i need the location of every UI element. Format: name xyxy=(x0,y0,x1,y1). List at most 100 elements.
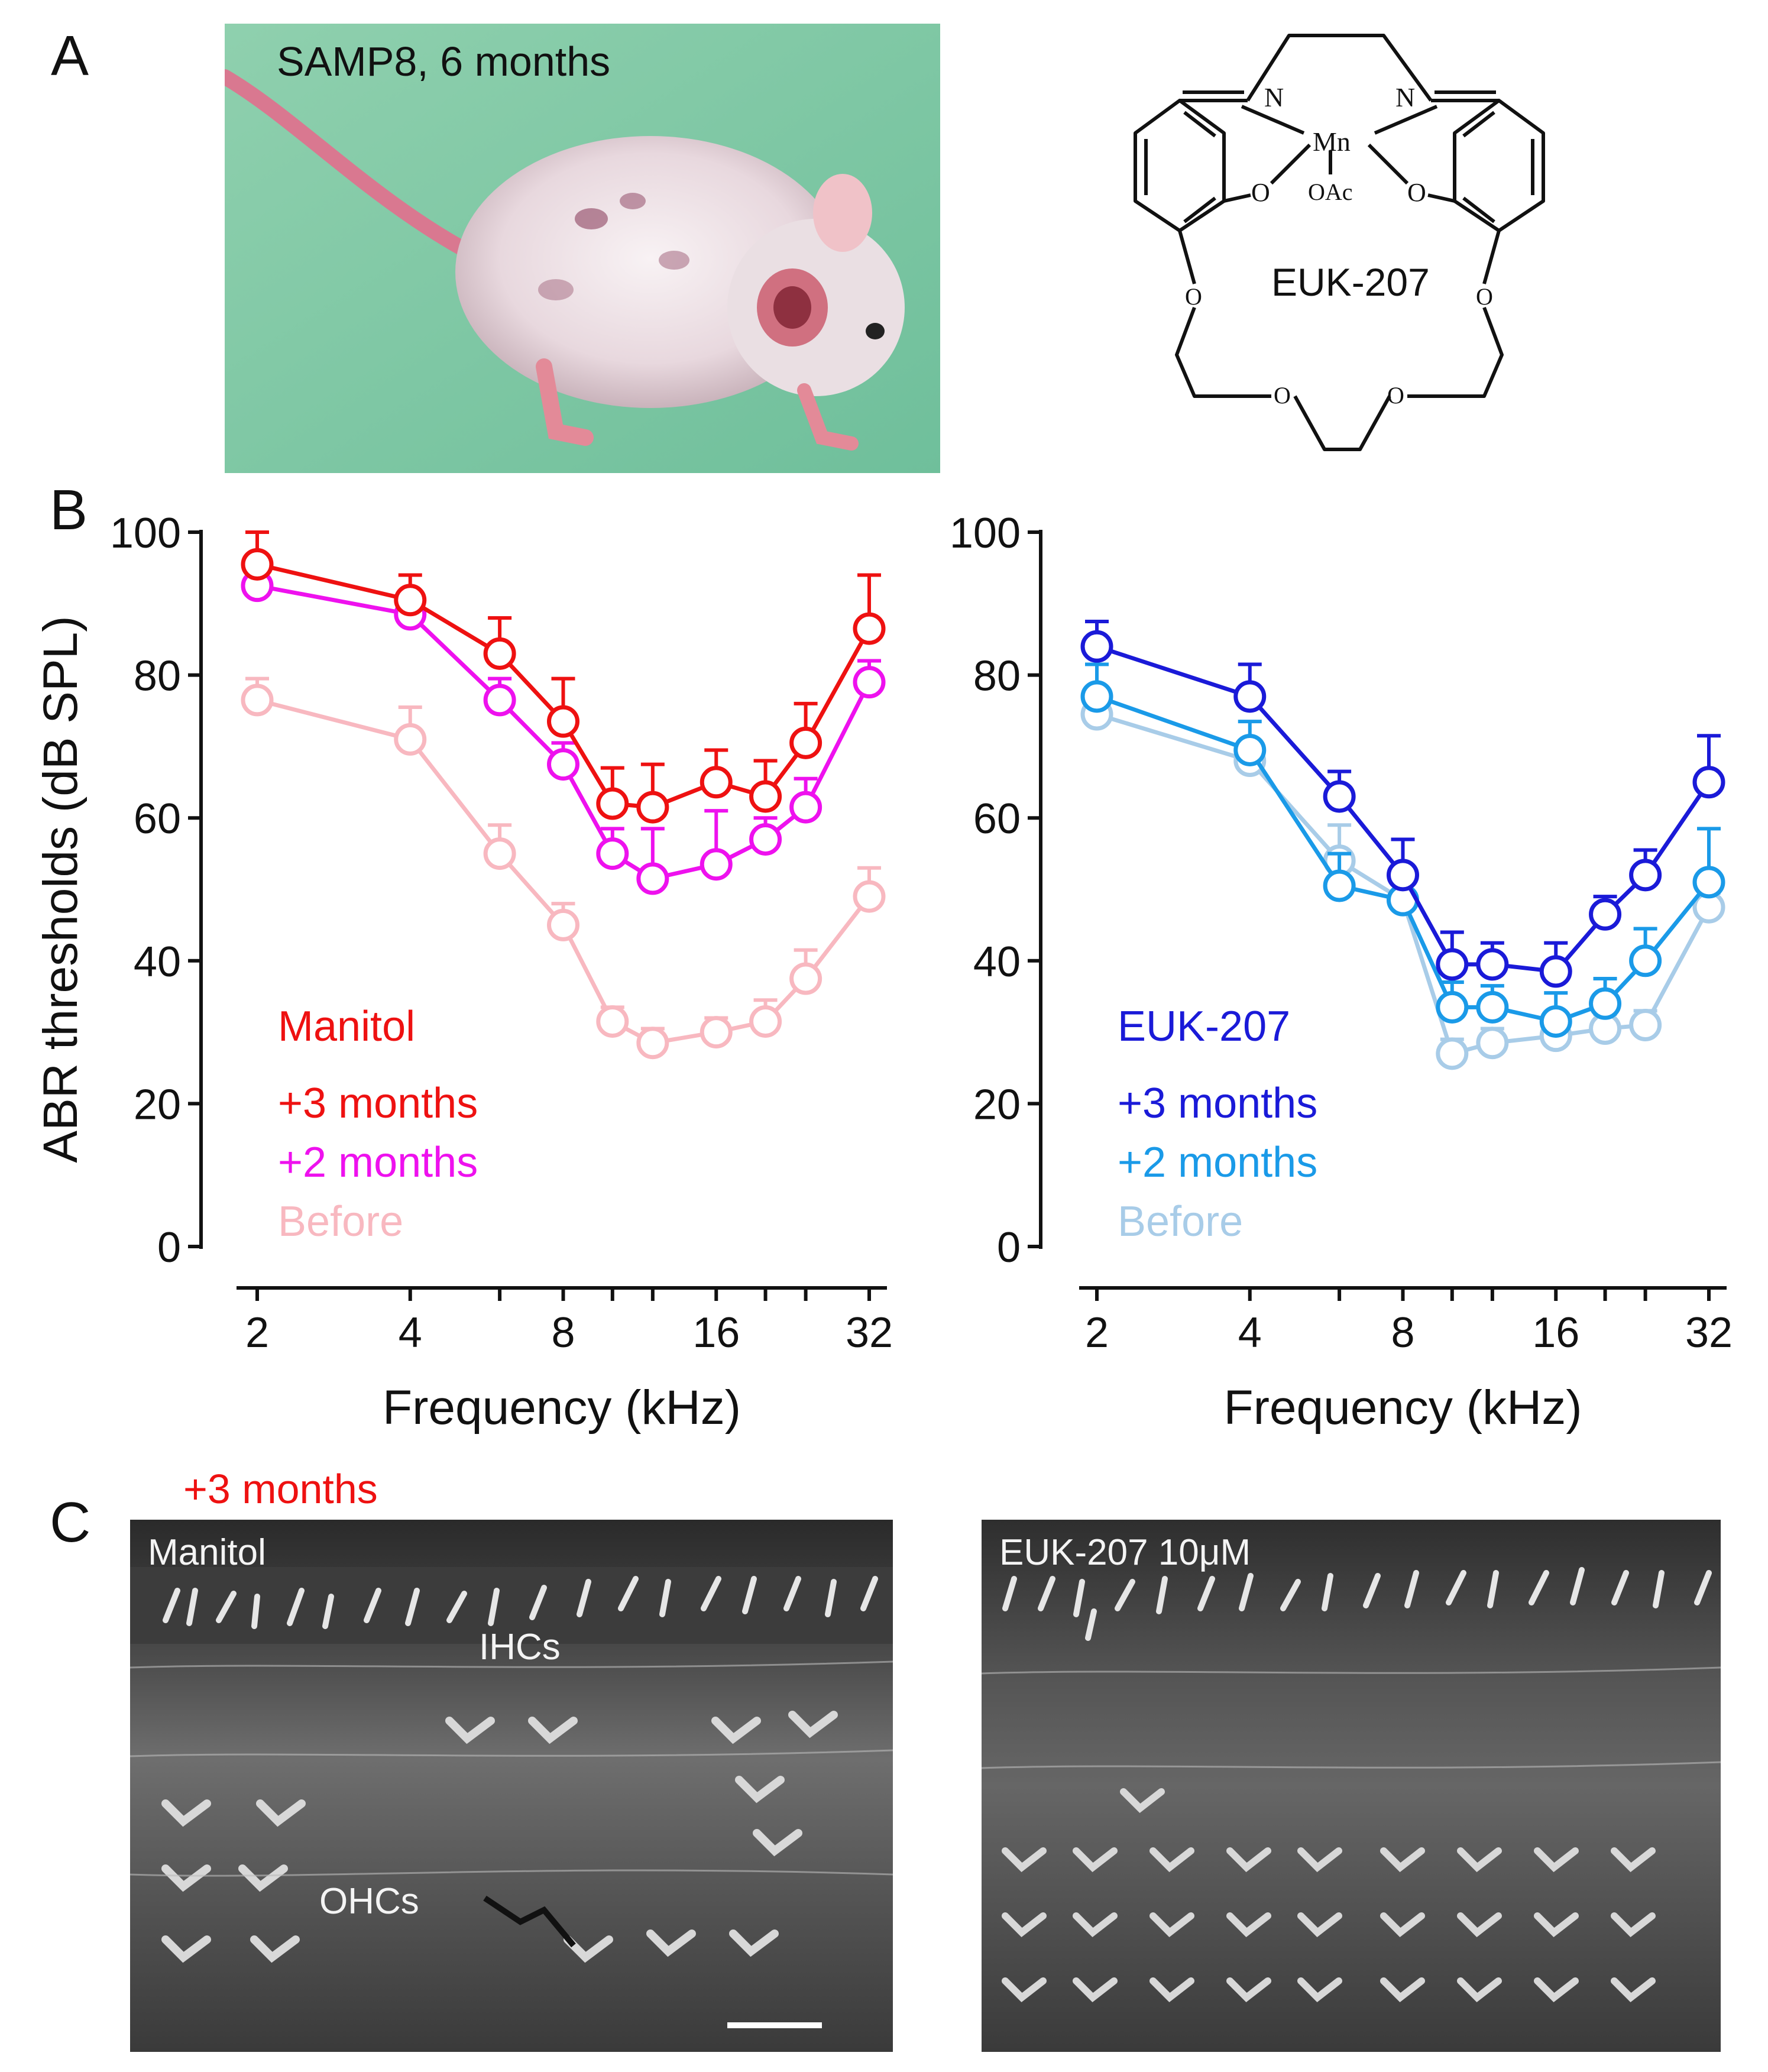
atom-o-phenol-right: O xyxy=(1407,178,1426,207)
series-line-manitol--3-months xyxy=(257,562,872,810)
data-point-euk-207-before xyxy=(1476,1027,1509,1060)
legend-entry-euk-207: +2 months xyxy=(1118,1139,1317,1186)
data-point-euk-207--2-months xyxy=(1692,866,1725,899)
data-point-manitol--2-months xyxy=(547,748,579,781)
data-point-manitol--3-months xyxy=(547,705,579,738)
series-line-euk-207-before xyxy=(1096,712,1711,1056)
atom-o-phenol-left: O xyxy=(1251,178,1270,207)
data-point-manitol--3-months xyxy=(853,612,886,645)
data-point-euk-207--3-months xyxy=(1323,780,1356,813)
data-point-euk-207-before xyxy=(1436,1037,1469,1070)
atom-mn: Mn xyxy=(1313,127,1351,157)
x-tick-label-manitol: 8 xyxy=(551,1309,575,1356)
sem-image-manitol: Manitol IHCs OHCs xyxy=(130,1520,893,2052)
sem-label-euk-207: EUK-207 10μM xyxy=(999,1532,1251,1573)
y-tick-label-manitol: 40 xyxy=(134,938,181,986)
y-tick-label-euk-207: 80 xyxy=(973,653,1021,700)
legend-entry-manitol: +3 months xyxy=(278,1080,478,1127)
series-line-euk-207--3-months xyxy=(1096,644,1711,974)
data-point-manitol--2-months xyxy=(853,666,886,699)
data-point-manitol--3-months xyxy=(636,791,669,824)
data-point-manitol-before xyxy=(547,908,579,941)
atom-n-left: N xyxy=(1264,82,1284,112)
panel-letter-a: A xyxy=(51,24,89,88)
scale-bar xyxy=(727,2022,822,2028)
x-axis-title-manitol: Frequency (kHz) xyxy=(383,1381,741,1435)
mouse-photo-label: SAMP8, 6 months xyxy=(277,38,611,85)
data-point-manitol--3-months xyxy=(789,726,823,759)
sem-image-euk-207: EUK-207 10μM xyxy=(982,1520,1721,2052)
y-tick-label-euk-207: 20 xyxy=(973,1081,1021,1128)
legend-title-manitol: Manitol xyxy=(278,1003,415,1050)
data-point-euk-207--2-months xyxy=(1436,990,1469,1024)
data-point-manitol--3-months xyxy=(700,766,733,799)
euk-207-structure: N N Mn OAc O O O O O O EUK-207 xyxy=(1134,34,1545,451)
atom-o-crown-right: O xyxy=(1387,382,1404,409)
data-point-euk-207--3-months xyxy=(1436,948,1469,981)
y-tick-label-manitol: 0 xyxy=(157,1224,181,1271)
legend-entry-euk-207: +3 months xyxy=(1118,1080,1317,1127)
x-tick-label-euk-207: 8 xyxy=(1391,1309,1414,1356)
data-point-manitol--3-months xyxy=(394,584,427,617)
data-point-euk-207--2-months xyxy=(1233,733,1267,766)
data-point-euk-207--3-months xyxy=(1476,948,1509,981)
legend-entry-euk-207: Before xyxy=(1118,1198,1243,1245)
data-point-euk-207--3-months xyxy=(1589,898,1622,931)
data-point-euk-207--2-months xyxy=(1080,680,1113,713)
sem-label-manitol: Manitol xyxy=(148,1532,266,1573)
data-point-manitol--2-months xyxy=(596,837,629,870)
data-point-manitol-before xyxy=(749,1005,782,1038)
x-tick-label-manitol: 4 xyxy=(399,1309,422,1356)
x-tick-label-euk-207: 32 xyxy=(1685,1309,1733,1356)
legend-entry-manitol: Before xyxy=(278,1198,403,1245)
x-axis-title-euk-207: Frequency (kHz) xyxy=(1223,1381,1582,1435)
panel-c-header: +3 months xyxy=(183,1466,378,1512)
data-point-euk-207--3-months xyxy=(1387,859,1419,892)
data-point-manitol-before xyxy=(700,1016,733,1049)
panel-letter-b: B xyxy=(50,478,88,542)
x-tick-label-euk-207: 4 xyxy=(1238,1309,1262,1356)
legend-entry-manitol: +2 months xyxy=(278,1139,478,1186)
data-point-manitol-before xyxy=(596,1005,629,1038)
panel-letter-c: C xyxy=(50,1491,91,1554)
y-tick-label-manitol: 100 xyxy=(110,510,181,557)
y-tick-label-euk-207: 0 xyxy=(997,1224,1021,1271)
data-point-euk-207--3-months xyxy=(1080,630,1113,663)
atom-n-right: N xyxy=(1395,82,1415,112)
data-point-euk-207--3-months xyxy=(1692,766,1725,799)
y-tick-label-manitol: 60 xyxy=(134,795,181,843)
x-tick-label-manitol: 2 xyxy=(245,1309,269,1356)
x-tick-label-manitol: 32 xyxy=(846,1309,893,1356)
series-line-manitol--2-months xyxy=(257,584,872,881)
data-point-euk-207-before xyxy=(1629,1009,1662,1042)
data-point-manitol--2-months xyxy=(700,848,733,881)
data-point-euk-207--3-months xyxy=(1629,859,1662,892)
data-point-manitol-before xyxy=(636,1027,669,1060)
x-tick-label-euk-207: 2 xyxy=(1085,1309,1109,1356)
mouse-photo: SAMP8, 6 months xyxy=(225,24,940,473)
data-point-manitol--3-months xyxy=(483,637,516,670)
legend-title-euk-207: EUK-207 xyxy=(1118,1003,1290,1050)
y-tick-label-manitol: 20 xyxy=(134,1081,181,1128)
y-tick-label-euk-207: 40 xyxy=(973,938,1021,986)
x-tick-label-euk-207: 16 xyxy=(1532,1309,1579,1356)
y-axis-title-manitol: ABR thresholds (dB SPL) xyxy=(34,616,88,1163)
atom-oac: OAc xyxy=(1308,179,1353,205)
data-point-euk-207--2-months xyxy=(1323,869,1356,902)
atom-o-crown-left: O xyxy=(1274,382,1291,409)
data-point-euk-207--2-months xyxy=(1476,990,1509,1024)
data-point-euk-207--2-months xyxy=(1539,1005,1572,1038)
data-point-manitol--2-months xyxy=(483,684,516,717)
data-point-manitol--2-months xyxy=(789,791,823,824)
series-line-manitol-before xyxy=(257,698,871,1045)
data-point-manitol-before xyxy=(789,962,823,995)
atom-o-ether-right: O xyxy=(1476,283,1493,310)
data-point-manitol--3-months xyxy=(596,787,629,820)
y-tick-label-euk-207: 60 xyxy=(973,795,1021,843)
data-point-euk-207--3-months xyxy=(1233,680,1267,713)
x-tick-label-manitol: 16 xyxy=(692,1309,740,1356)
atom-o-ether-left: O xyxy=(1185,283,1202,310)
data-point-manitol-before xyxy=(853,880,886,913)
data-point-manitol-before xyxy=(394,723,427,756)
